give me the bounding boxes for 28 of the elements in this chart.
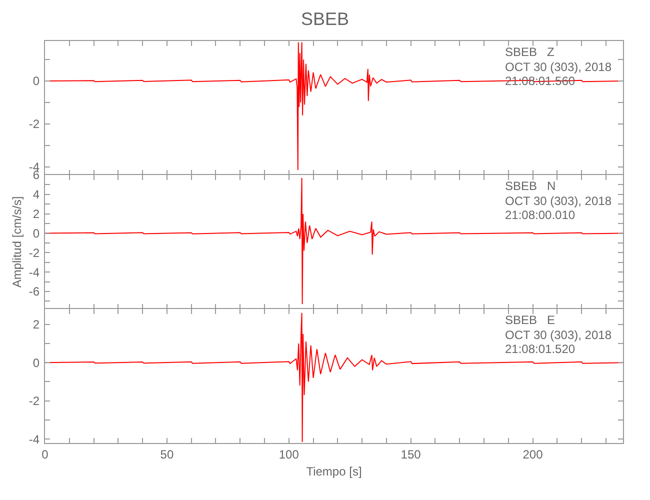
- y-tick-label: -4: [28, 265, 40, 280]
- annotation: 21:08:01.520: [505, 342, 576, 356]
- annotation: OCT 30 (303), 2018: [505, 328, 612, 342]
- x-tick-label: 150: [400, 447, 422, 462]
- y-tick-label: -2: [28, 117, 40, 132]
- y-tick-label: -2: [28, 246, 40, 260]
- x-tick-label: 50: [160, 447, 174, 462]
- x-tick-label: 100: [278, 447, 300, 462]
- chart-title: SBEB: [300, 8, 350, 29]
- y-tick-label: -2: [28, 394, 40, 408]
- y-tick-label: -6: [28, 284, 40, 299]
- annotation: OCT 30 (303), 2018: [505, 60, 612, 74]
- annotation: SBEB Z: [505, 45, 554, 59]
- annotation: SBEB N: [505, 179, 556, 193]
- y-tick-label: -4: [28, 432, 40, 446]
- x-axis-title: Tiempo [s]: [306, 464, 362, 478]
- y-tick-label: 2: [32, 207, 40, 222]
- y-tick-label: 2: [32, 318, 40, 332]
- annotation: 21:08:00.010: [505, 208, 576, 222]
- y-axis-title: Amplitud [cm/s/s]: [10, 196, 24, 288]
- y-tick-label: 0: [32, 356, 40, 370]
- annotation: OCT 30 (303), 2018: [505, 194, 612, 208]
- y-tick-label: 0: [32, 226, 40, 240]
- x-tick-label: 0: [42, 447, 49, 462]
- y-tick-label: 4: [32, 188, 40, 202]
- annotation: SBEB E: [505, 313, 556, 327]
- x-tick-label: 200: [522, 447, 544, 462]
- y-tick-label: 0: [32, 74, 40, 88]
